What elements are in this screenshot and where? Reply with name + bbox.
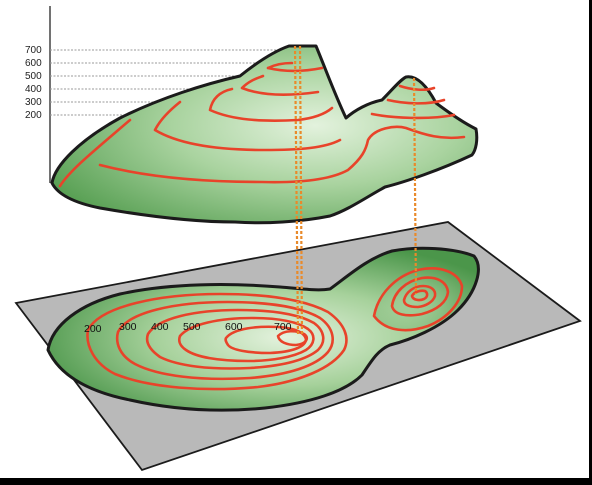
terrain-contour-400 — [208, 87, 334, 122]
axis-label-300: 300 — [25, 97, 42, 108]
terrain-contour-small-400 — [386, 98, 446, 105]
projection-lines — [293, 45, 418, 337]
map-contour-small-300 — [372, 267, 464, 332]
map-label-400: 400 — [151, 321, 169, 333]
map-label-500: 500 — [183, 321, 201, 333]
terrain-body — [50, 44, 479, 225]
map-contour-500 — [177, 316, 315, 363]
axis-label-400: 400 — [25, 84, 42, 95]
terrain-contour-small-300 — [370, 112, 456, 120]
terrain-contour-600 — [266, 61, 324, 73]
map-contour-600 — [224, 325, 308, 355]
map-label-700: 700 — [274, 321, 292, 333]
map-contour-700 — [276, 329, 309, 347]
map-contour-300 — [115, 300, 334, 381]
terrain-contour-300 — [153, 100, 342, 152]
map-contour-small-400 — [390, 276, 450, 317]
projection-line-main-peak — [293, 45, 300, 337]
projection-line-main-peak-2 — [298, 45, 304, 337]
map-contour-small-600 — [410, 289, 429, 302]
terrain-3d — [50, 44, 479, 225]
map-label-300: 300 — [119, 321, 137, 333]
map-label-200: 200 — [84, 323, 102, 335]
axis-label-500: 500 — [25, 71, 42, 82]
terrain-contour-small-500 — [398, 84, 436, 92]
elevation-axis: 700 600 500 400 300 200 — [25, 6, 296, 183]
terrain-contour-200 — [58, 118, 132, 188]
map-label-600: 600 — [225, 321, 243, 333]
axis-label-700: 700 — [25, 45, 42, 56]
terrain-contour-200-front — [98, 125, 466, 184]
terrain-contour-500 — [240, 74, 320, 96]
map-plane: 200 300 400 500 600 700 — [14, 221, 582, 472]
map-contour-400 — [145, 308, 325, 370]
map-contour-200 — [86, 292, 348, 391]
axis-label-600: 600 — [25, 58, 42, 69]
map-island — [46, 246, 480, 412]
projection-line-small-peak — [412, 77, 418, 295]
axis-label-200: 200 — [25, 110, 42, 121]
map-contour-small-500 — [402, 284, 437, 309]
